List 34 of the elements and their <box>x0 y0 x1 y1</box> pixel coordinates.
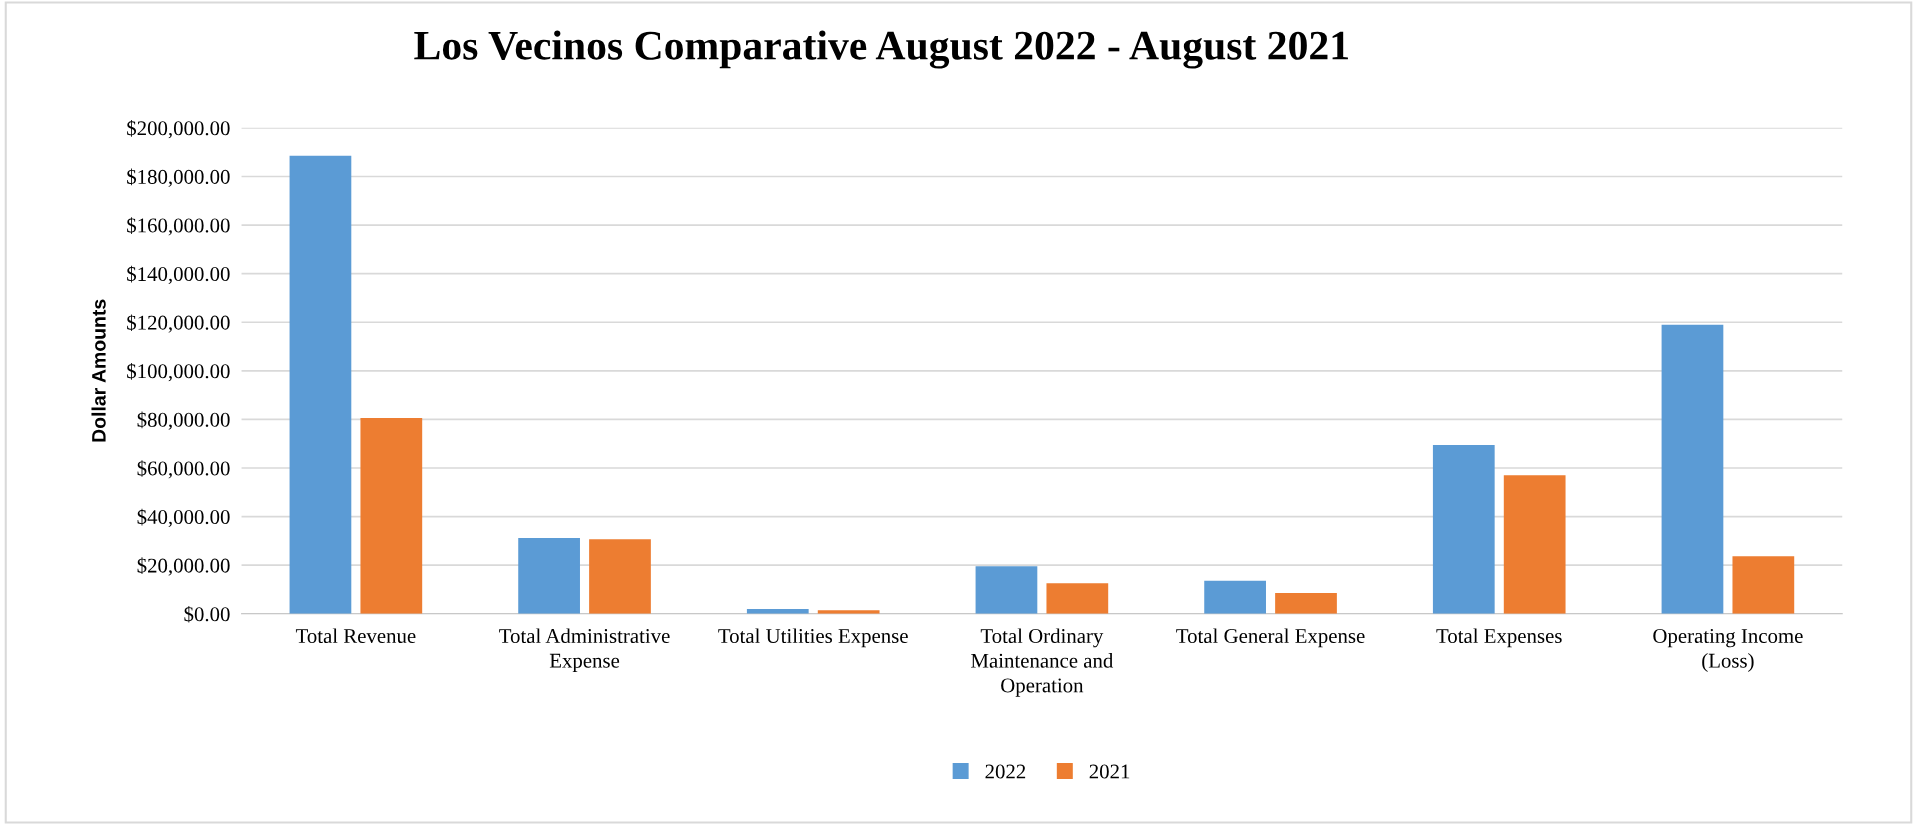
y-tick-label: $140,000.00 <box>127 265 230 285</box>
legend-label: 2021 <box>1089 764 1130 779</box>
x-tick-label: Total General Expense <box>1176 628 1365 648</box>
bar <box>1503 475 1566 614</box>
y-tick-label: $0.00 <box>184 605 230 623</box>
x-tick-label: Total Expenses <box>1436 628 1562 648</box>
bar <box>1432 444 1495 614</box>
x-tick-label: Total Administrative Expense <box>499 628 670 672</box>
x-tick-label: Operating Income (Loss) <box>1653 628 1803 672</box>
y-tick-label: $80,000.00 <box>137 411 230 430</box>
bar <box>289 155 352 614</box>
y-tick-label: $120,000.00 <box>127 314 230 333</box>
bar <box>1661 324 1724 614</box>
bar <box>1046 583 1109 614</box>
bar <box>589 539 651 614</box>
y-tick-label: $60,000.00 <box>137 460 230 479</box>
y-tick-label: $100,000.00 <box>127 362 230 382</box>
y-tick-label: $40,000.00 <box>137 508 230 528</box>
bar <box>975 566 1038 614</box>
x-tick-label: Total Revenue <box>295 628 416 644</box>
y-axis-title: Dollar Amounts <box>91 299 106 442</box>
bar <box>1275 592 1337 614</box>
y-tick-label: $200,000.00 <box>127 120 230 139</box>
bar <box>1204 580 1266 614</box>
y-tick-label: $20,000.00 <box>137 557 230 576</box>
legend-label: 2022 <box>985 764 1026 779</box>
y-tick-label: $180,000.00 <box>127 168 230 187</box>
chart-title: Los Vecinos Comparative August 2022 - August 2021 <box>414 30 1348 69</box>
x-tick-label: Total Utilities Expense <box>718 628 908 648</box>
bar <box>1732 556 1795 614</box>
bar <box>360 417 423 614</box>
x-tick-label: Total Ordinary Maintenance and Operation <box>971 628 1114 697</box>
y-tick-label: $160,000.00 <box>127 217 230 236</box>
bar <box>518 538 580 614</box>
